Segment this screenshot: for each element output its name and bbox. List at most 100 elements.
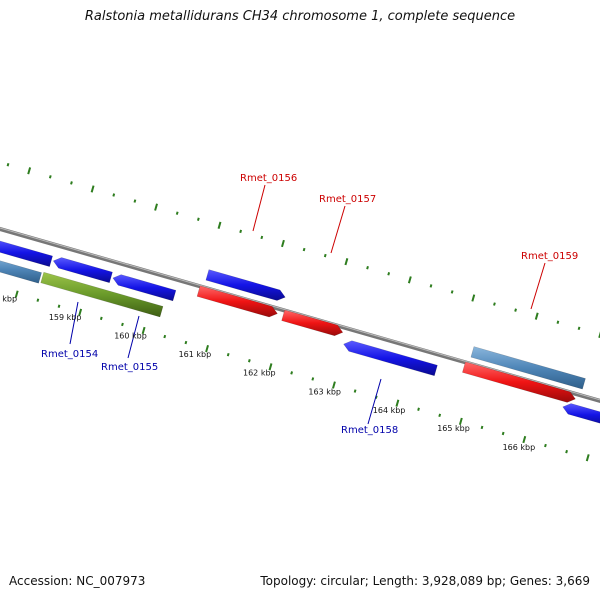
leader-line xyxy=(127,315,140,359)
outer-ring-major-tick xyxy=(27,167,32,175)
gene-label[interactable]: Rmet_0154 xyxy=(41,349,98,360)
inner-ring-major-tick xyxy=(332,381,336,389)
scale-label: 165 kbp xyxy=(437,424,470,433)
inner-ring-minor-tick xyxy=(438,413,442,418)
outer-ring-minor-tick xyxy=(556,320,560,324)
leader-line xyxy=(252,184,266,232)
outer-ring-major-tick xyxy=(407,276,412,284)
inner-ring-minor-tick xyxy=(311,377,315,381)
scale-label: 164 kbp xyxy=(373,406,406,415)
gene-label-leaders xyxy=(69,184,546,425)
outer-ring-major-tick xyxy=(217,221,222,229)
outer-ring-minor-tick xyxy=(429,284,433,288)
gene-label[interactable]: Rmet_0158 xyxy=(341,425,398,436)
outer-ring-minor-tick xyxy=(493,302,496,306)
gene-olive[interactable] xyxy=(40,271,164,318)
inner-ring-minor-tick xyxy=(417,407,420,411)
inner-ring-major-tick xyxy=(268,363,273,371)
outer-ring-minor-tick xyxy=(6,163,10,167)
inner-ring-minor-tick xyxy=(226,352,230,357)
outer-ring-major-tick xyxy=(154,203,158,211)
inner-ring-minor-tick xyxy=(565,449,568,454)
outer-ring-minor-tick xyxy=(366,266,369,270)
gene-Rmet_0159[interactable] xyxy=(470,346,586,390)
outer-ring-minor-tick xyxy=(133,199,137,203)
inner-ring-minor-tick xyxy=(121,322,124,327)
outer-ring-minor-tick xyxy=(196,217,200,221)
inner-ring-minor-tick xyxy=(163,334,167,339)
inner-ring-major-tick xyxy=(395,399,400,407)
gene-blue-left[interactable] xyxy=(0,239,53,267)
inner-ring-major-tick xyxy=(141,326,146,335)
outer-ring-minor-tick xyxy=(239,229,243,234)
inner-ring-minor-tick xyxy=(353,389,357,393)
gene-track xyxy=(0,239,600,426)
gene-label[interactable]: Rmet_0157 xyxy=(319,194,376,205)
scale-label: 160 kbp xyxy=(114,332,147,341)
gene-label[interactable]: Rmet_0155 xyxy=(101,362,158,373)
outer-ring-major-tick xyxy=(90,185,95,193)
gene-blue-right[interactable] xyxy=(562,403,600,426)
scale-labels: 158 kbp 159 kbp 160 kbp 161 kbp 162 kbp 163 k… xyxy=(0,294,535,451)
inner-ring-minor-tick xyxy=(501,431,505,436)
inner-ring-minor-tick xyxy=(480,425,484,430)
outer-ring-minor-tick xyxy=(450,290,454,294)
scale-label: 161 kbp xyxy=(179,350,212,359)
gene-red-a[interactable] xyxy=(196,285,278,318)
leader-line xyxy=(330,205,346,254)
inner-ring-minor-tick xyxy=(36,298,40,302)
inner-ring-minor-tick xyxy=(99,316,103,321)
gene-label[interactable]: Rmet_0159 xyxy=(521,251,578,262)
gene-Rmet_0158[interactable] xyxy=(343,340,438,377)
gene-steel-left[interactable] xyxy=(0,255,42,284)
scale-label: 163 kbp xyxy=(308,387,341,396)
leader-line xyxy=(530,262,546,310)
gene-label[interactable]: Rmet_0156 xyxy=(240,173,297,184)
inner-ring-major-tick xyxy=(522,435,527,444)
leader-line xyxy=(367,378,382,425)
inner-ring-major-tick xyxy=(458,417,463,425)
inner-ring-minor-tick xyxy=(290,371,294,375)
inner-ring-major-tick xyxy=(585,454,590,462)
inner-ring-major-tick xyxy=(14,290,19,298)
scale-label: 162 kbp xyxy=(243,369,276,378)
gene-Rmet_0155[interactable] xyxy=(112,274,177,302)
inner-ring-minor-tick xyxy=(57,304,61,308)
inner-ring-minor-tick xyxy=(544,443,547,448)
outer-ring-minor-tick xyxy=(514,308,517,312)
outer-ring-minor-tick xyxy=(70,181,73,185)
outer-ring-minor-tick xyxy=(302,247,306,252)
leader-line xyxy=(69,301,79,345)
scale-label: 158 kbp xyxy=(0,294,17,303)
inner-tick-ring xyxy=(14,290,590,462)
inner-ring-major-tick xyxy=(78,308,83,316)
inner-ring-minor-tick xyxy=(247,359,251,363)
outer-ring-major-tick xyxy=(281,239,285,248)
outer-tick-ring xyxy=(6,163,600,338)
gene-Rmet_0156[interactable] xyxy=(205,269,286,301)
outer-ring-minor-tick xyxy=(387,272,391,276)
outer-ring-minor-tick xyxy=(323,253,327,258)
scale-label: 166 kbp xyxy=(503,443,536,452)
scale-label: 159 kbp xyxy=(49,313,82,322)
accession-text: Accession: NC_007973 xyxy=(9,574,146,588)
backbone-highlight xyxy=(0,227,600,401)
outer-ring-minor-tick xyxy=(260,235,264,240)
outer-ring-major-tick xyxy=(534,312,539,320)
outer-ring-minor-tick xyxy=(48,175,52,179)
gene-Rmet_0154[interactable] xyxy=(52,257,113,284)
gene-red-b[interactable] xyxy=(462,361,576,403)
outer-ring-minor-tick xyxy=(175,211,179,215)
genome-summary: Topology: circular; Length: 3,928,089 bp… xyxy=(260,574,590,588)
outer-ring-minor-tick xyxy=(112,193,116,197)
gene-Rmet_0157[interactable] xyxy=(281,309,344,337)
inner-ring-minor-tick xyxy=(184,340,188,345)
outer-ring-major-tick xyxy=(344,258,349,266)
outer-ring-minor-tick xyxy=(577,326,581,331)
map-title: Ralstonia metallidurans CH34 chromosome … xyxy=(84,9,516,24)
outer-ring-major-tick xyxy=(471,294,476,302)
inner-ring-major-tick xyxy=(205,345,209,353)
